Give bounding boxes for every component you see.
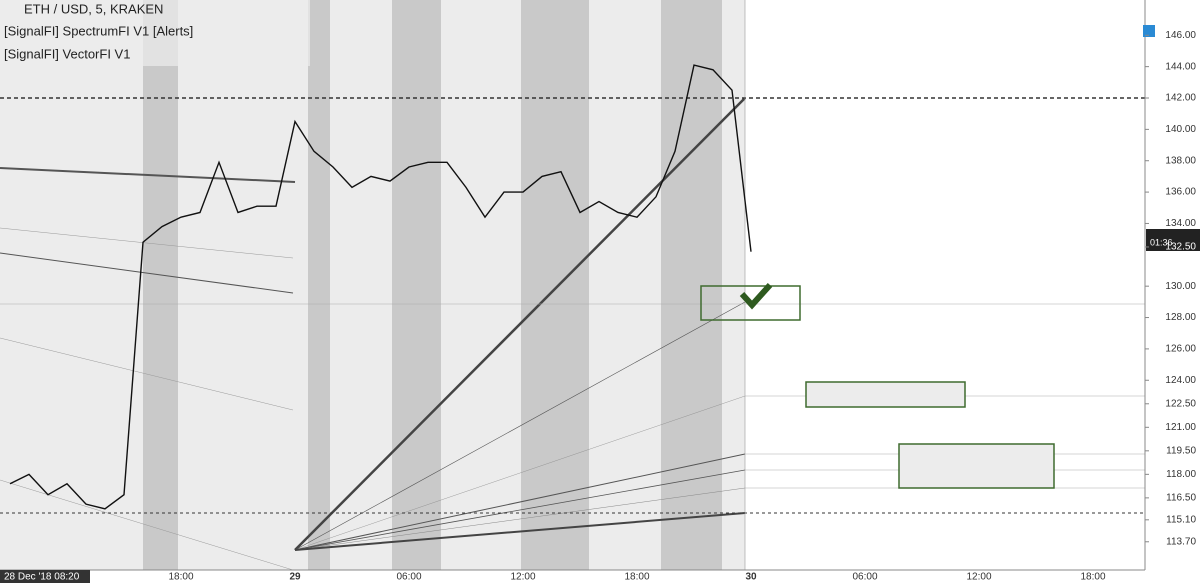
target-box bbox=[700, 285, 801, 321]
fan-line bbox=[294, 469, 746, 551]
x-tick-label: 29 bbox=[289, 572, 301, 583]
header-bg bbox=[0, 0, 310, 66]
y-tick-label: 116.50 bbox=[1166, 493, 1196, 504]
indicator-label[interactable]: [SignalFI] VectorFI V1 bbox=[4, 46, 130, 61]
countdown: 01:36 bbox=[1150, 237, 1173, 247]
y-tick-label: 126.00 bbox=[1165, 344, 1196, 355]
y-tick-label: 136.00 bbox=[1165, 187, 1196, 198]
y-tick-label: 128.00 bbox=[1165, 312, 1196, 323]
trend-line bbox=[0, 167, 296, 183]
y-tick-label: 121.00 bbox=[1165, 422, 1196, 433]
fan-line bbox=[294, 453, 746, 551]
check-mark bbox=[739, 282, 773, 310]
fan-line bbox=[294, 512, 746, 551]
fan-line bbox=[294, 97, 746, 551]
trend-line bbox=[0, 227, 294, 259]
target-box bbox=[898, 443, 1055, 489]
y-tick-label: 130.00 bbox=[1165, 281, 1196, 292]
y-tick-label: 142.00 bbox=[1165, 93, 1196, 104]
scroll-button[interactable] bbox=[1143, 25, 1155, 37]
fan-line bbox=[294, 487, 746, 551]
fan-line bbox=[294, 395, 746, 551]
crosshair-box bbox=[0, 570, 90, 583]
x-tick-label: 12:00 bbox=[510, 572, 535, 583]
crosshair-label: 28 Dec '18 08:20 bbox=[4, 572, 80, 583]
price-marker bbox=[1146, 229, 1200, 251]
session-bg bbox=[0, 0, 745, 570]
y-tick-label: 144.00 bbox=[1165, 61, 1196, 72]
y-tick-label: 124.00 bbox=[1165, 375, 1196, 386]
x-tick-label: 06:00 bbox=[396, 572, 421, 583]
x-tick-label: 18:00 bbox=[624, 572, 649, 583]
x-tick-label: 18:00 bbox=[1080, 572, 1105, 583]
y-tick-label: 134.00 bbox=[1165, 218, 1196, 229]
x-tick-label: 12:00 bbox=[966, 572, 991, 583]
y-tick-label: 119.50 bbox=[1166, 445, 1196, 456]
session-band bbox=[661, 0, 722, 570]
y-tick-label: 132.50 bbox=[1165, 242, 1196, 253]
y-tick-label: 138.00 bbox=[1165, 155, 1196, 166]
y-tick-label: 113.70 bbox=[1166, 536, 1196, 547]
session-band bbox=[143, 0, 178, 570]
y-tick-label: 118.00 bbox=[1166, 469, 1196, 480]
price-line bbox=[9, 64, 752, 510]
x-tick-label: 18:00 bbox=[168, 572, 193, 583]
y-tick-label: 146.00 bbox=[1165, 30, 1196, 41]
fan-line bbox=[294, 301, 746, 551]
session-band bbox=[521, 0, 589, 570]
symbol-title: ETH / USD, 5, KRAKEN bbox=[24, 1, 163, 16]
x-tick-label: 06:00 bbox=[852, 572, 877, 583]
session-band bbox=[308, 0, 330, 570]
trend-line bbox=[0, 252, 294, 294]
indicator-label[interactable]: [SignalFI] SpectrumFI V1 [Alerts] bbox=[4, 23, 193, 38]
trend-line bbox=[0, 337, 294, 411]
y-tick-label: 115.10 bbox=[1166, 514, 1196, 525]
target-box bbox=[805, 381, 966, 408]
x-tick-label: 30 bbox=[745, 572, 757, 583]
session-band bbox=[392, 0, 441, 570]
y-tick-label: 140.00 bbox=[1165, 124, 1196, 135]
y-tick-label: 122.50 bbox=[1165, 398, 1196, 409]
